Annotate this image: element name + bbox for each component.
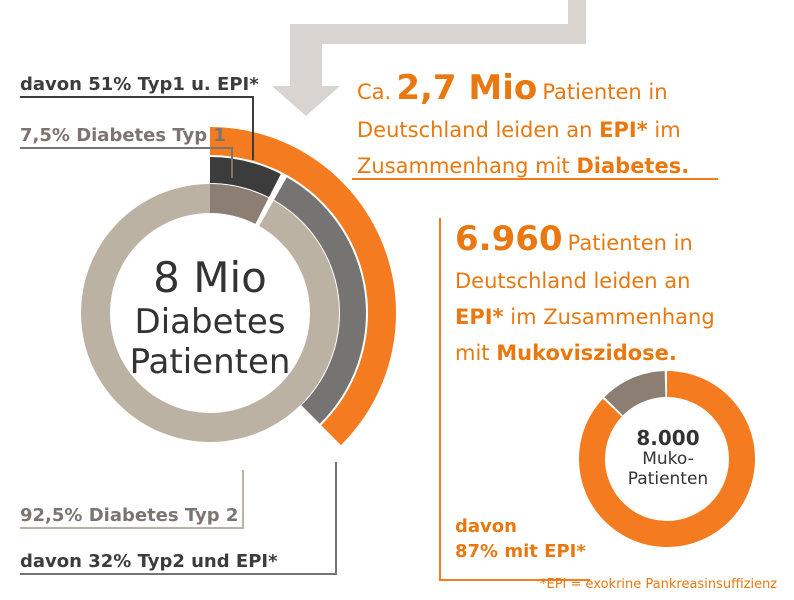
leader-line-typ1-epi [20, 96, 254, 160]
slice-muko-epi [579, 371, 755, 548]
diabetes-center-line3: Patienten [129, 342, 291, 382]
slice-muko-no-epi [604, 371, 666, 416]
diabetes-total: 8 Mio [153, 253, 267, 302]
muko-donut-chart [579, 371, 755, 548]
slice-typ1 [210, 184, 269, 224]
slice-typ1-epi [210, 157, 281, 198]
label-typ2-epi: davon 32% Typ2 und EPI* [20, 551, 278, 572]
muko-donut-center: 8.000 Muko- Patienten [578, 427, 758, 489]
slice-typ2-epi [274, 177, 366, 424]
leader-line-typ1 [20, 147, 233, 178]
label-typ2: 92,5% Diabetes Typ 2 [20, 505, 239, 526]
statement-diabetes-line2: Deutschland leiden an EPI* im [357, 118, 681, 142]
down-arrow-icon [272, 0, 586, 116]
label-muko-epi-line1: davon [455, 516, 517, 537]
statement-diabetes-line1: Ca. 2,7 Mio Patienten in [357, 68, 668, 108]
statement-diabetes-line3: Zusammenhang mit Diabetes. [357, 154, 690, 178]
muko-center-line3: Patienten [627, 469, 709, 489]
statement-diabetes-number: 2,7 Mio [396, 68, 538, 108]
diabetes-donut-center: 8 Mio Diabetes Patienten [115, 253, 305, 383]
leader-line-statement-muko [439, 218, 590, 581]
muko-total: 8.000 [636, 426, 700, 450]
label-muko-epi: davon 87% mit EPI* [455, 514, 586, 564]
leader-line-typ2-epi [20, 462, 337, 575]
diabetes-center-line2: Diabetes [134, 302, 286, 342]
statement-muko-number: 6.960 [455, 219, 563, 259]
label-typ1-epi: davon 51% Typ1 u. EPI* [20, 74, 259, 95]
muko-center-line2: Muko- [642, 449, 694, 469]
statement-muko-line4: mit Mukoviszidose. [455, 341, 677, 365]
leader-line-typ2 [20, 470, 244, 529]
diabetes-epi-arc [210, 127, 397, 446]
footnote: *EPI = exokrine Pankreasinsuffizienz [540, 577, 778, 592]
leader-lines [20, 96, 718, 581]
statement-muko-line2: Deutschland leiden an [455, 269, 691, 293]
statement-muko-line3: EPI* im Zusammenhang [455, 305, 715, 329]
diabetes-donut-chart [80, 157, 366, 442]
label-typ1: 7,5% Diabetes Typ 1 [20, 125, 226, 146]
statement-muko: 6.960 Patienten in Deutschland leiden an… [455, 221, 715, 371]
statement-muko-line1: 6.960 Patienten in [455, 219, 693, 259]
label-muko-epi-line2: 87% mit EPI* [455, 541, 586, 562]
statement-diabetes: Ca. 2,7 Mio Patienten in Deutschland lei… [357, 70, 689, 184]
